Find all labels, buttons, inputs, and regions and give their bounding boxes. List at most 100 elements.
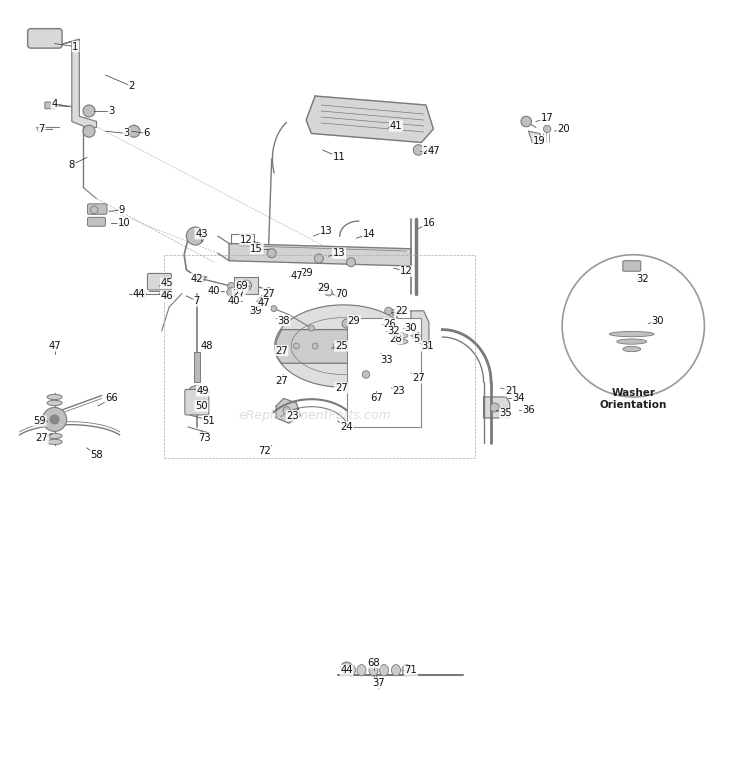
- Ellipse shape: [392, 665, 400, 676]
- FancyBboxPatch shape: [622, 261, 640, 271]
- Circle shape: [562, 254, 704, 397]
- Text: 44: 44: [340, 665, 352, 675]
- Ellipse shape: [369, 665, 378, 676]
- Ellipse shape: [394, 327, 408, 332]
- Circle shape: [128, 125, 140, 138]
- Text: 29: 29: [422, 147, 435, 157]
- Text: 40: 40: [228, 296, 241, 306]
- Circle shape: [340, 662, 352, 674]
- Ellipse shape: [357, 665, 366, 676]
- Circle shape: [293, 343, 299, 349]
- Text: 19: 19: [533, 136, 546, 146]
- Circle shape: [490, 403, 500, 412]
- FancyBboxPatch shape: [45, 102, 56, 108]
- Text: 27: 27: [232, 289, 245, 299]
- Circle shape: [186, 227, 204, 245]
- Text: 24: 24: [340, 422, 352, 432]
- Text: 47: 47: [258, 299, 271, 309]
- FancyBboxPatch shape: [88, 204, 107, 215]
- Text: 20: 20: [557, 124, 570, 134]
- Ellipse shape: [47, 394, 62, 400]
- Polygon shape: [59, 39, 97, 128]
- Text: 70: 70: [335, 289, 347, 299]
- Polygon shape: [276, 399, 300, 423]
- Circle shape: [308, 325, 314, 331]
- Text: 34: 34: [512, 393, 525, 403]
- Text: 23: 23: [393, 386, 405, 396]
- Text: 45: 45: [160, 278, 173, 288]
- FancyBboxPatch shape: [28, 29, 62, 48]
- Text: 42: 42: [190, 274, 203, 283]
- Polygon shape: [411, 311, 429, 348]
- Circle shape: [325, 289, 332, 296]
- Text: 72: 72: [258, 446, 271, 456]
- Text: 16: 16: [422, 219, 435, 228]
- Ellipse shape: [346, 665, 355, 676]
- Circle shape: [346, 257, 355, 267]
- FancyBboxPatch shape: [184, 390, 209, 415]
- Text: 26: 26: [383, 319, 396, 329]
- Text: 69: 69: [236, 281, 248, 291]
- Circle shape: [91, 206, 98, 214]
- Text: 40: 40: [208, 286, 220, 296]
- Text: 27: 27: [275, 345, 288, 355]
- Circle shape: [283, 406, 290, 414]
- Text: 3: 3: [108, 106, 115, 116]
- Ellipse shape: [616, 339, 646, 345]
- Bar: [234, 277, 258, 293]
- Text: 38: 38: [278, 316, 290, 325]
- Circle shape: [266, 288, 272, 293]
- FancyBboxPatch shape: [382, 328, 404, 342]
- Text: 68: 68: [368, 658, 380, 668]
- Circle shape: [333, 343, 339, 349]
- Text: 73: 73: [198, 433, 211, 443]
- Text: 13: 13: [320, 226, 333, 236]
- Text: 17: 17: [541, 114, 554, 124]
- Circle shape: [376, 343, 382, 349]
- Circle shape: [408, 332, 414, 338]
- Text: 44: 44: [133, 289, 146, 299]
- Text: 27: 27: [412, 374, 424, 384]
- Text: 9: 9: [118, 205, 125, 215]
- Text: 6: 6: [143, 128, 150, 138]
- Text: 30: 30: [405, 323, 417, 333]
- Text: 32: 32: [637, 274, 650, 283]
- Text: 46: 46: [160, 291, 173, 301]
- Text: 27: 27: [35, 433, 48, 443]
- Text: 1: 1: [72, 41, 79, 52]
- Polygon shape: [484, 397, 510, 418]
- Text: 12: 12: [240, 235, 253, 244]
- Text: 27: 27: [275, 375, 288, 386]
- Ellipse shape: [378, 322, 389, 329]
- Ellipse shape: [47, 433, 62, 439]
- Circle shape: [413, 332, 420, 339]
- FancyBboxPatch shape: [88, 217, 106, 226]
- Text: 31: 31: [421, 341, 434, 351]
- Text: 21: 21: [505, 386, 518, 396]
- Polygon shape: [529, 131, 544, 144]
- Text: 30: 30: [652, 316, 664, 325]
- Text: 35: 35: [500, 409, 512, 419]
- Ellipse shape: [47, 400, 62, 406]
- Circle shape: [197, 275, 205, 283]
- Text: 47: 47: [427, 147, 439, 157]
- Text: 22: 22: [394, 306, 407, 316]
- Bar: [194, 352, 200, 382]
- Text: 50: 50: [195, 401, 208, 411]
- Circle shape: [312, 343, 318, 349]
- Text: 13: 13: [333, 248, 346, 258]
- Bar: [346, 319, 422, 427]
- Text: 37: 37: [373, 678, 385, 688]
- Circle shape: [314, 254, 323, 263]
- Text: 8: 8: [69, 160, 75, 170]
- Circle shape: [356, 343, 362, 349]
- Text: 48: 48: [200, 341, 213, 351]
- Circle shape: [544, 125, 551, 133]
- Text: 59: 59: [33, 416, 46, 426]
- Circle shape: [413, 144, 424, 155]
- Bar: [164, 254, 475, 458]
- Ellipse shape: [394, 339, 408, 345]
- Ellipse shape: [189, 386, 204, 393]
- Circle shape: [137, 289, 146, 298]
- Text: 49: 49: [196, 386, 209, 396]
